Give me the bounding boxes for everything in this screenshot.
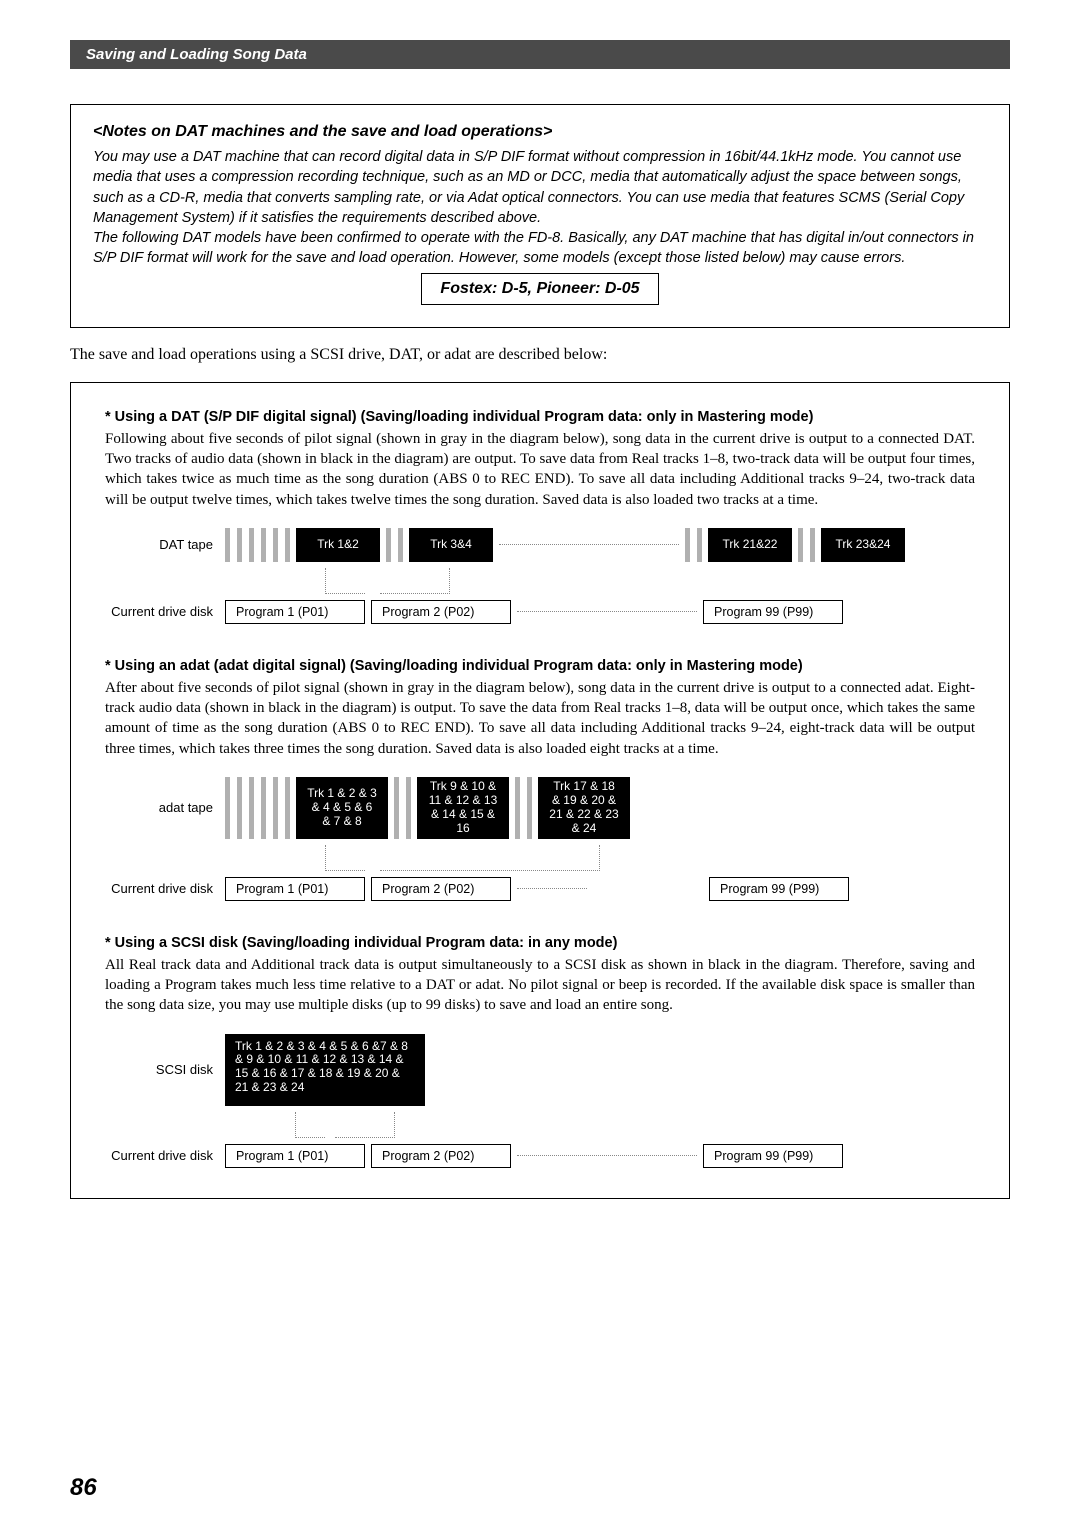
pilot-signal: [685, 528, 702, 562]
trk-block: Trk 17 & 18 & 19 & 20 & 21 & 22 & 23 & 2…: [538, 777, 630, 839]
program-box: Program 99 (P99): [709, 877, 849, 901]
trk-block: Trk 1 & 2 & 3 & 4 & 5 & 6 & 7 & 8: [296, 777, 388, 839]
pilot-signal: [225, 777, 290, 839]
notes-title: <Notes on DAT machines and the save and …: [93, 123, 987, 141]
trk-block: Trk 1 & 2 & 3 & 4 & 5 & 6 &7 & 8 & 9 & 1…: [225, 1034, 425, 1106]
main-content-box: * Using a DAT (S/P DIF digital signal) (…: [70, 382, 1010, 1199]
dat-section-title: * Using a DAT (S/P DIF digital signal) (…: [105, 409, 975, 425]
dat-drive-label: Current drive disk: [105, 604, 225, 619]
dat-section-body: Following about five seconds of pilot si…: [105, 429, 975, 510]
adat-section-body: After about five seconds of pilot signal…: [105, 678, 975, 759]
trk-block: Trk 23&24: [821, 528, 905, 562]
intro-text: The save and load operations using a SCS…: [70, 346, 1010, 364]
scsi-section-title: * Using a SCSI disk (Saving/loading indi…: [105, 935, 975, 951]
program-box: Program 1 (P01): [225, 1144, 365, 1168]
program-box: Program 2 (P02): [371, 600, 511, 624]
adat-drive-label: Current drive disk: [105, 881, 225, 896]
program-box: Program 1 (P01): [225, 877, 365, 901]
page-header: Saving and Loading Song Data: [70, 40, 1010, 69]
pilot-signal: [225, 528, 290, 562]
trk-block: Trk 21&22: [708, 528, 792, 562]
scsi-disk-label: SCSI disk: [105, 1062, 225, 1077]
trk-block: Trk 9 & 10 & 11 & 12 & 13 & 14 & 15 & 16: [417, 777, 509, 839]
adat-diagram: adat tape Trk 1 & 2 & 3 & 4 & 5 & 6 & 7 …: [105, 777, 975, 901]
program-box: Program 99 (P99): [703, 600, 843, 624]
program-box: Program 99 (P99): [703, 1144, 843, 1168]
dat-tape-label: DAT tape: [105, 537, 225, 552]
pilot-signal: [515, 777, 532, 839]
pilot-signal: [394, 777, 411, 839]
program-box: Program 1 (P01): [225, 600, 365, 624]
program-box: Program 2 (P02): [371, 877, 511, 901]
trk-block: Trk 3&4: [409, 528, 493, 562]
scsi-drive-label: Current drive disk: [105, 1148, 225, 1163]
models-box: Fostex: D-5, Pioneer: D-05: [421, 273, 658, 305]
page-number: 86: [70, 1474, 97, 1502]
notes-body: You may use a DAT machine that can recor…: [93, 147, 987, 269]
notes-box: <Notes on DAT machines and the save and …: [70, 104, 1010, 328]
scsi-section-body: All Real track data and Additional track…: [105, 955, 975, 1016]
pilot-signal: [798, 528, 815, 562]
scsi-diagram: SCSI disk Trk 1 & 2 & 3 & 4 & 5 & 6 &7 &…: [105, 1034, 975, 1168]
adat-section-title: * Using an adat (adat digital signal) (S…: [105, 658, 975, 674]
pilot-signal: [386, 528, 403, 562]
dat-diagram: DAT tape Trk 1&2 Trk 3&4: [105, 528, 975, 624]
trk-block: Trk 1&2: [296, 528, 380, 562]
program-box: Program 2 (P02): [371, 1144, 511, 1168]
adat-tape-label: adat tape: [105, 800, 225, 815]
